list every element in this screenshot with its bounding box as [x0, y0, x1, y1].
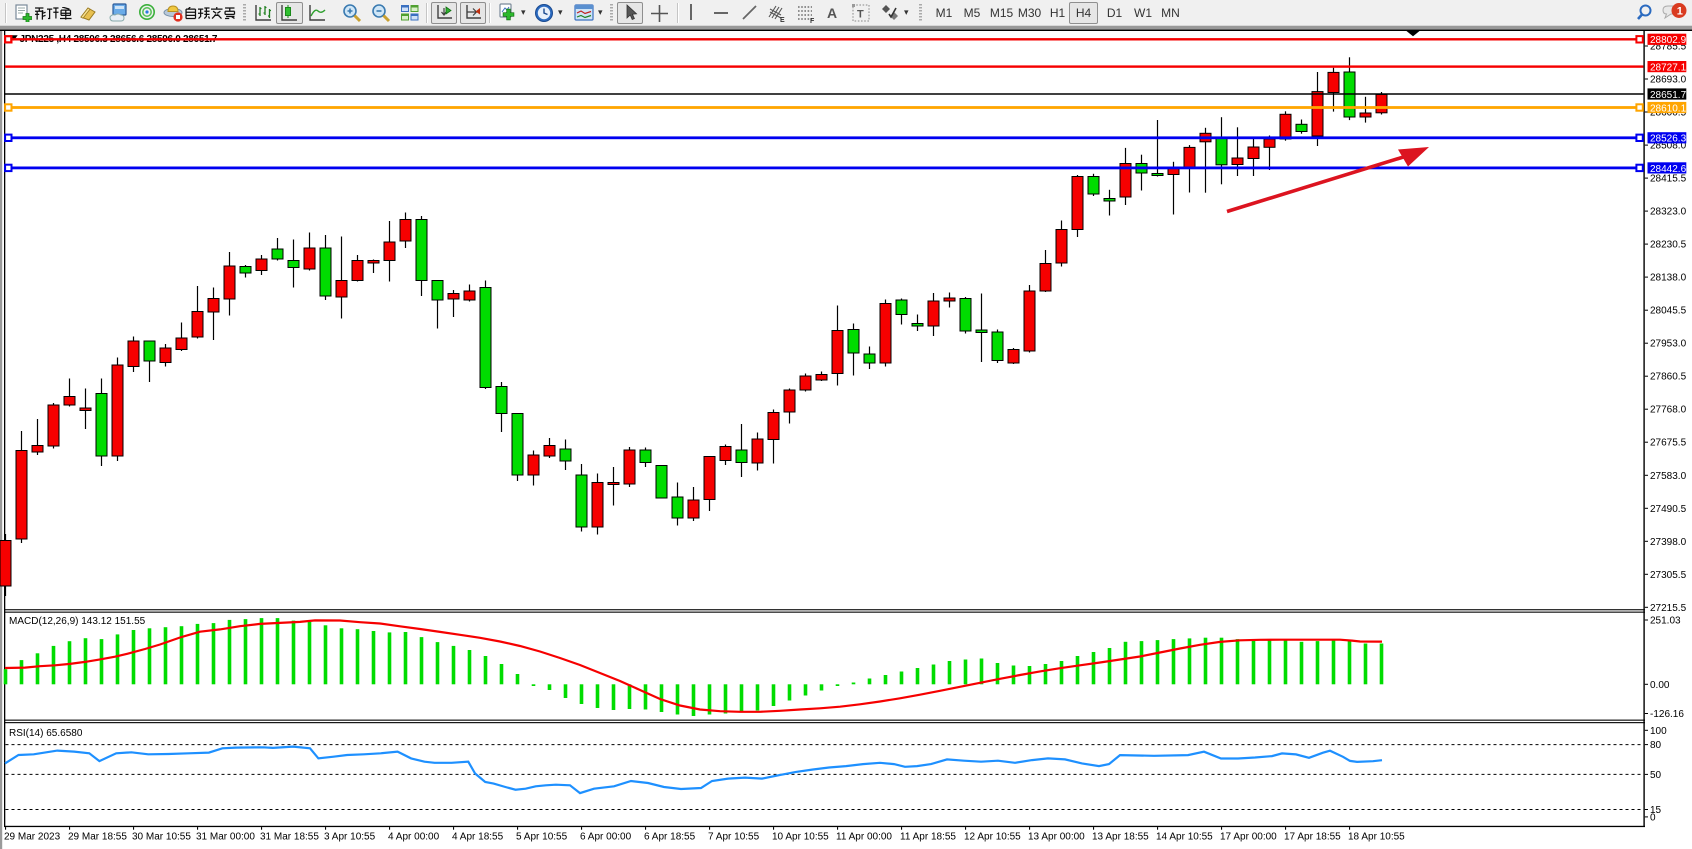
svg-text:80: 80	[1650, 740, 1662, 751]
svg-text:0.00: 0.00	[1650, 680, 1670, 691]
svg-text:28526.3: 28526.3	[1650, 134, 1687, 145]
svg-text:28415.5: 28415.5	[1650, 174, 1687, 185]
svg-text:F: F	[810, 18, 815, 24]
svg-text:17 Apr 00:00: 17 Apr 00:00	[1220, 832, 1277, 843]
svg-text:12 Apr 10:55: 12 Apr 10:55	[964, 832, 1021, 843]
svg-text:28323.0: 28323.0	[1650, 207, 1687, 218]
svg-text:4 Apr 00:00: 4 Apr 00:00	[388, 832, 440, 843]
svg-text:29 Mar 2023: 29 Mar 2023	[4, 832, 61, 843]
svg-text:100: 100	[1650, 726, 1667, 737]
svg-text:T: T	[857, 9, 864, 21]
svg-text:29 Mar 18:55: 29 Mar 18:55	[68, 832, 127, 843]
svg-text:18 Apr 10:55: 18 Apr 10:55	[1348, 832, 1405, 843]
svg-text:27398.0: 27398.0	[1650, 537, 1687, 548]
svg-text:RSI(14) 65.6580: RSI(14) 65.6580	[9, 728, 83, 739]
svg-text:28727.1: 28727.1	[1650, 63, 1687, 74]
svg-text:28508.0: 28508.0	[1650, 141, 1687, 152]
svg-text:7 Apr 10:55: 7 Apr 10:55	[708, 832, 760, 843]
svg-text:28693.0: 28693.0	[1650, 75, 1687, 86]
svg-text:17 Apr 18:55: 17 Apr 18:55	[1284, 832, 1341, 843]
svg-text:4 Apr 18:55: 4 Apr 18:55	[452, 832, 504, 843]
svg-text:27305.5: 27305.5	[1650, 570, 1687, 581]
svg-text:30 Mar 10:55: 30 Mar 10:55	[132, 832, 191, 843]
svg-text:6 Apr 18:55: 6 Apr 18:55	[644, 832, 696, 843]
svg-text:28802.9: 28802.9	[1650, 35, 1687, 46]
svg-text:31 Mar 00:00: 31 Mar 00:00	[196, 832, 255, 843]
svg-text:28045.5: 28045.5	[1650, 306, 1687, 317]
svg-text:13 Apr 18:55: 13 Apr 18:55	[1092, 832, 1149, 843]
svg-text:1: 1	[1677, 6, 1683, 18]
svg-text:-126.16: -126.16	[1650, 709, 1684, 720]
svg-text:28442.6: 28442.6	[1650, 164, 1687, 175]
svg-text:27860.5: 27860.5	[1650, 372, 1687, 383]
svg-text:11 Apr 18:55: 11 Apr 18:55	[900, 832, 956, 843]
svg-text:27953.0: 27953.0	[1650, 339, 1687, 350]
svg-text:28610.1: 28610.1	[1650, 103, 1687, 114]
svg-text:31 Mar 18:55: 31 Mar 18:55	[260, 832, 319, 843]
svg-text:28785.5: 28785.5	[1650, 42, 1687, 53]
svg-text:6 Apr 00:00: 6 Apr 00:00	[580, 832, 632, 843]
svg-text:3 Apr 10:55: 3 Apr 10:55	[324, 832, 376, 843]
svg-text:27583.0: 27583.0	[1650, 471, 1687, 482]
svg-text:5 Apr 10:55: 5 Apr 10:55	[516, 832, 568, 843]
svg-text:10 Apr 10:55: 10 Apr 10:55	[772, 832, 829, 843]
svg-text:27675.5: 27675.5	[1650, 438, 1687, 449]
svg-text:28651.7: 28651.7	[1650, 90, 1687, 101]
svg-text:14 Apr 10:55: 14 Apr 10:55	[1156, 832, 1213, 843]
svg-text:15: 15	[1650, 805, 1662, 816]
svg-text:11 Apr 00:00: 11 Apr 00:00	[836, 832, 892, 843]
svg-text:E: E	[780, 17, 785, 24]
svg-text:50: 50	[1650, 770, 1662, 781]
svg-text:13 Apr 00:00: 13 Apr 00:00	[1028, 832, 1085, 843]
svg-text:27490.5: 27490.5	[1650, 504, 1687, 515]
svg-text:28138.0: 28138.0	[1650, 273, 1687, 284]
svg-text:27768.0: 27768.0	[1650, 405, 1687, 416]
svg-text:251.03: 251.03	[1650, 616, 1681, 627]
svg-text:27215.5: 27215.5	[1650, 603, 1687, 614]
svg-text:0: 0	[1650, 812, 1656, 823]
svg-text:MACD(12,26,9) 143.12 151.55: MACD(12,26,9) 143.12 151.55	[9, 616, 146, 627]
svg-text:28230.5: 28230.5	[1650, 240, 1687, 251]
